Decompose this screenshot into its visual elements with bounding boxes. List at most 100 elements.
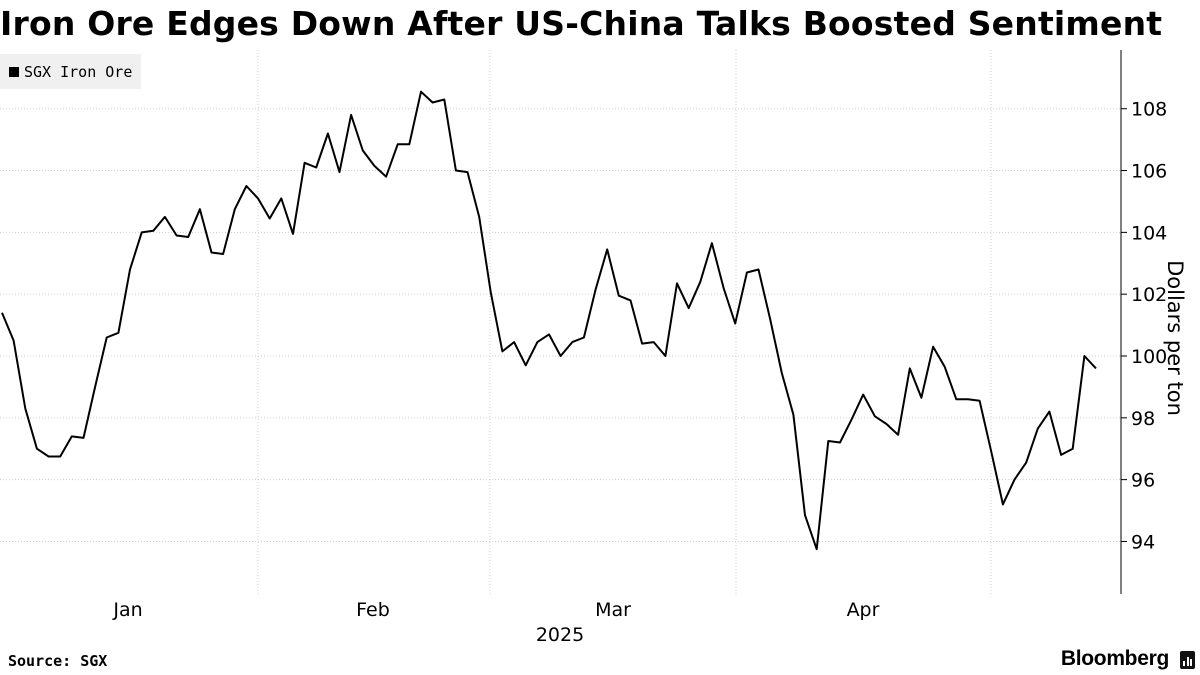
y-tick-label: 108 [1131, 99, 1167, 121]
data-point [129, 268, 131, 270]
data-point [117, 332, 119, 334]
bloomberg-logo: Bloomberg [1061, 647, 1169, 671]
data-point [59, 455, 61, 457]
y-tick-label: 100 [1131, 346, 1167, 368]
data-point [734, 323, 736, 325]
data-point [676, 282, 678, 284]
data-point [699, 281, 701, 283]
data-point [478, 216, 480, 218]
data-point [862, 394, 864, 396]
data-point [816, 548, 818, 550]
data-point [909, 367, 911, 369]
data-point [94, 386, 96, 388]
data-point [886, 423, 888, 425]
data-point [595, 289, 597, 291]
data-point [1025, 462, 1027, 464]
x-axis-year-label: 2025 [536, 624, 584, 646]
line-chart: 949698100102104106108Jan Feb Mar Apr2025 [0, 0, 1200, 675]
y-axis-label: Dollars per ton [1163, 260, 1187, 416]
data-point [176, 234, 178, 236]
data-point [1014, 479, 1016, 481]
data-point [618, 295, 620, 297]
data-point [187, 236, 189, 238]
data-point [13, 340, 15, 342]
data-point [525, 364, 527, 366]
data-point [606, 248, 608, 250]
data-point [781, 372, 783, 374]
data-point [1060, 454, 1062, 456]
data-point [629, 299, 631, 301]
data-point [1083, 355, 1085, 357]
data-point [920, 397, 922, 399]
data-point [36, 448, 38, 450]
data-point [827, 440, 829, 442]
data-point [839, 442, 841, 444]
data-point [711, 242, 713, 244]
data-point [641, 343, 643, 345]
y-tick-label: 94 [1131, 531, 1155, 553]
data-point [571, 341, 573, 343]
data-point [688, 307, 690, 309]
data-point [1048, 411, 1050, 413]
data-point [583, 336, 585, 338]
data-point [955, 398, 957, 400]
data-point [292, 233, 294, 235]
data-point [443, 98, 445, 100]
data-point [467, 171, 469, 173]
data-point [1002, 503, 1004, 505]
data-point [513, 341, 515, 343]
data-point [455, 170, 457, 172]
data-point [804, 514, 806, 516]
data-point [71, 435, 73, 437]
data-point [653, 341, 655, 343]
data-point [944, 366, 946, 368]
data-point [327, 132, 329, 134]
data-point [490, 292, 492, 294]
data-point [420, 91, 422, 93]
data-point [874, 415, 876, 417]
data-point [152, 230, 154, 232]
data-point [257, 197, 259, 199]
data-point [1037, 428, 1039, 430]
series-line-sgx-iron-ore [2, 92, 1096, 550]
data-point [723, 287, 725, 289]
data-point [432, 102, 434, 104]
x-tick-label: Jan [112, 599, 142, 621]
data-point [164, 216, 166, 218]
data-point [536, 341, 538, 343]
data-point [967, 398, 969, 400]
data-point [664, 355, 666, 357]
data-point [280, 197, 282, 199]
data-point [990, 451, 992, 453]
data-point [851, 418, 853, 420]
y-tick-label: 98 [1131, 408, 1155, 430]
x-tick-label: Mar [595, 599, 631, 621]
data-point [362, 149, 364, 151]
data-point [222, 253, 224, 255]
data-point [82, 437, 84, 439]
data-point [560, 355, 562, 357]
data-point [210, 251, 212, 253]
source-note: Source: SGX [8, 652, 107, 670]
x-tick-label: Feb [356, 599, 390, 621]
data-point [269, 217, 271, 219]
data-point [199, 208, 201, 210]
data-point [932, 346, 934, 348]
data-point [397, 143, 399, 145]
data-point [385, 176, 387, 178]
data-point [548, 333, 550, 335]
data-point [234, 208, 236, 210]
data-point [1072, 448, 1074, 450]
data-point [769, 318, 771, 320]
y-tick-label: 104 [1131, 222, 1167, 244]
data-point [501, 350, 503, 352]
data-point [1, 312, 3, 314]
data-point [350, 114, 352, 116]
data-point [304, 162, 306, 164]
data-point [408, 143, 410, 145]
data-point [373, 165, 375, 167]
y-tick-label: 96 [1131, 470, 1155, 492]
x-tick-label: Apr [847, 599, 880, 621]
data-point [245, 185, 247, 187]
data-point [106, 336, 108, 338]
